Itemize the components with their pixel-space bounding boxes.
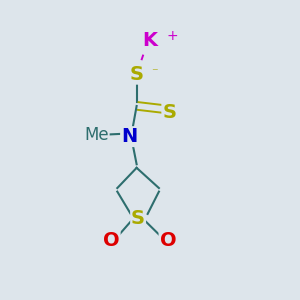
Text: K: K (142, 31, 158, 50)
Text: O: O (160, 231, 176, 250)
Text: O: O (103, 231, 120, 250)
Text: N: N (121, 127, 137, 146)
Text: Me: Me (84, 126, 109, 144)
Text: ⁻: ⁻ (151, 66, 158, 79)
Text: S: S (162, 103, 176, 122)
Text: S: S (130, 65, 144, 84)
Text: +: + (167, 28, 178, 43)
Text: S: S (131, 209, 145, 228)
